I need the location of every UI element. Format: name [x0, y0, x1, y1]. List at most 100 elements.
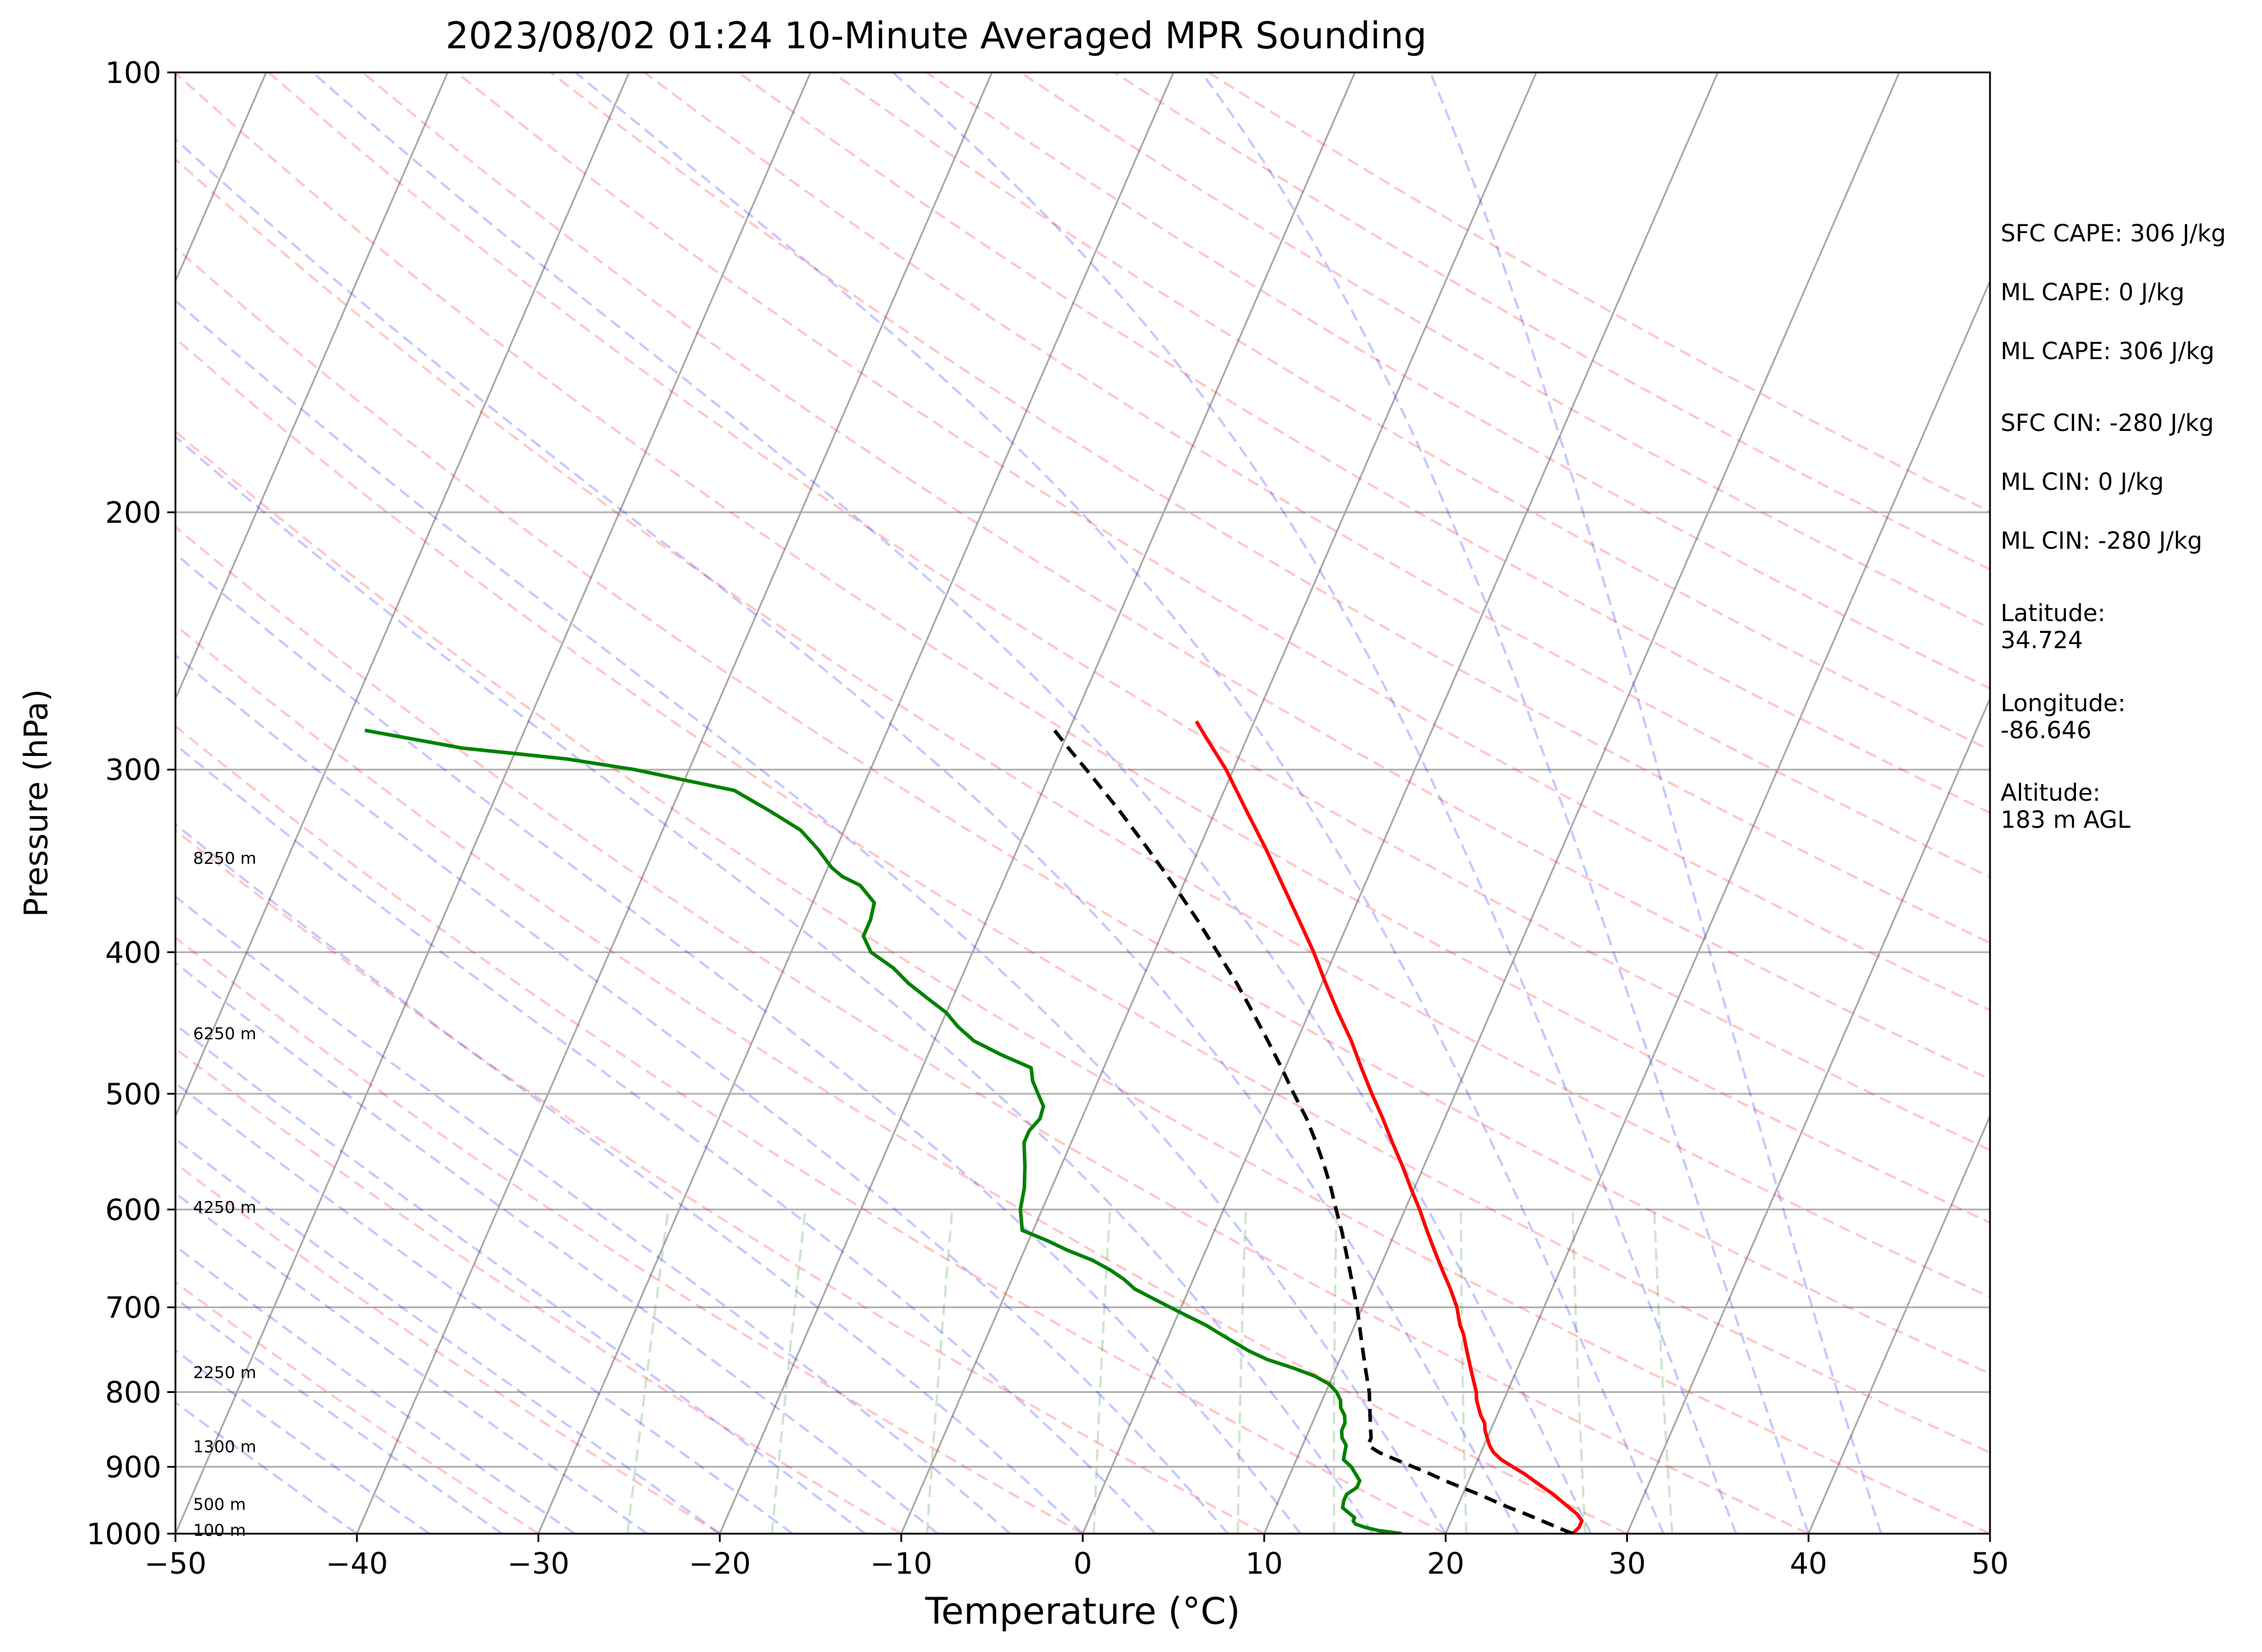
x-tick-label: 40 — [1790, 1547, 1827, 1581]
dry-adiabat-line — [456, 72, 1990, 1012]
dry-adiabat-line — [175, 430, 1990, 1534]
annotation-text: ML CAPE: 0 J/kg — [2001, 279, 2184, 306]
isotherm-line — [538, 72, 1175, 1534]
isotherm-line — [1807, 1114, 1990, 1534]
moist-adiabat-line — [175, 1023, 866, 1534]
x-tick-label: 50 — [1971, 1547, 2009, 1581]
y-tick-label: 200 — [105, 496, 161, 530]
moist-adiabat-line — [1429, 72, 1883, 1534]
dewpoint-profile-line — [364, 728, 1402, 1534]
isotherm-line — [175, 72, 630, 1119]
x-tick-label: −20 — [689, 1547, 751, 1581]
dry-adiabat-line — [267, 72, 1990, 1152]
dry-adiabat-line — [175, 623, 1628, 1534]
dry-adiabat-line — [738, 72, 1990, 814]
x-tick-label: 0 — [1073, 1547, 1092, 1581]
x-tick-label: 10 — [1245, 1547, 1283, 1581]
x-tick-label: −30 — [508, 1547, 570, 1581]
moist-adiabat-line — [175, 961, 938, 1534]
isotherm-line — [175, 72, 812, 1534]
moist-adiabat-line — [892, 72, 1737, 1534]
mixing-ratio-line — [1092, 1209, 1112, 1534]
y-tick-label: 100 — [105, 56, 161, 90]
mixing-ratio-line — [1236, 1209, 1248, 1534]
mixing-ratio-line — [626, 1209, 669, 1534]
isotherm-line — [175, 72, 449, 701]
annotation-text: 34.724 — [2001, 627, 2083, 654]
moist-adiabat-line — [175, 137, 1520, 1534]
dry-adiabat-line — [175, 1047, 902, 1534]
y-axis-ticks: 100 200 300 400 500 600 700 800 900 1000 — [87, 56, 175, 1551]
mixing-ratio-line — [771, 1209, 807, 1534]
mixing-ratio-line — [1571, 1209, 1587, 1534]
y-tick-label: 700 — [105, 1291, 161, 1325]
mixing-ratio-line — [1332, 1209, 1338, 1534]
moist-adiabat-line — [175, 653, 1229, 1534]
annotation-text: Latitude: — [2001, 600, 2105, 627]
dry-adiabat-line — [175, 1281, 539, 1534]
moist-adiabat-line — [574, 72, 1665, 1534]
annotation-text: ML CIN: -280 J/kg — [2001, 528, 2203, 555]
isotherm-line — [356, 72, 993, 1534]
annotation-text: Longitude: — [2001, 690, 2125, 717]
dry-adiabat-line — [549, 72, 1990, 944]
annotation-text: SFC CAPE: 306 J/kg — [2001, 220, 2226, 247]
isotherm-line — [1082, 72, 1719, 1534]
height-label: 1300 m — [193, 1437, 256, 1456]
moist-adiabat-line — [175, 822, 1084, 1534]
annotation-text: -86.646 — [2001, 717, 2091, 744]
mixing-ratio-line — [1460, 1209, 1468, 1534]
annotation-text: 183 m AGL — [2001, 807, 2131, 834]
moist-adiabat-line — [175, 298, 1447, 1534]
mixing-ratio-line — [926, 1209, 954, 1534]
annotation-text: ML CIN: 0 J/kg — [2001, 469, 2164, 496]
x-tick-label: 30 — [1608, 1547, 1646, 1581]
x-tick-label: −40 — [326, 1547, 388, 1581]
height-label: 6250 m — [193, 1024, 256, 1043]
height-label: 500 m — [193, 1494, 246, 1514]
dry-adiabat-line — [644, 72, 1990, 878]
height-labels: 8250 m 6250 m 4250 m 2250 m 1300 m 500 m 100 m — [193, 848, 256, 1540]
isotherm-line — [1263, 72, 1901, 1534]
dry-adiabat-line — [175, 246, 1990, 1375]
dry-adiabat-line — [926, 72, 1990, 690]
dry-adiabat-line — [175, 1162, 721, 1534]
isotherm-line — [1626, 696, 1990, 1534]
dry-adiabat-line — [175, 157, 1990, 1299]
height-label: 4250 m — [193, 1197, 256, 1217]
y-axis-label: Pressure (hPa) — [18, 689, 55, 917]
dry-adiabat-line — [175, 724, 1447, 1534]
height-label: 100 m — [193, 1521, 246, 1540]
isotherm-line — [719, 72, 1356, 1534]
background-lines — [175, 72, 1990, 1534]
y-tick-label: 500 — [105, 1077, 161, 1112]
sounding-indices: SFC CAPE: 306 J/kg ML CAPE: 0 J/kg ML CAPE… — [2001, 220, 2226, 834]
dry-adiabat-line — [831, 72, 1990, 752]
moist-adiabat-line — [175, 743, 1156, 1534]
chart-title: 2023/08/02 01:24 10-Minute Averaged MPR … — [446, 14, 1427, 57]
dry-adiabat-line — [175, 525, 1809, 1534]
x-tick-label: −10 — [870, 1547, 933, 1581]
dry-adiabat-line — [175, 936, 1083, 1534]
y-tick-label: 300 — [105, 753, 161, 787]
x-tick-label: 20 — [1427, 1547, 1465, 1581]
y-tick-label: 600 — [105, 1193, 161, 1227]
y-tick-label: 400 — [105, 936, 161, 970]
dry-adiabat-line — [175, 72, 1990, 1224]
height-label: 2250 m — [193, 1363, 256, 1382]
y-tick-label: 800 — [105, 1375, 161, 1409]
temperature-profile-line — [1195, 720, 1584, 1534]
x-axis-label: Temperature (°C) — [924, 1590, 1240, 1633]
profile-lines — [364, 720, 1584, 1534]
y-tick-label: 900 — [105, 1450, 161, 1484]
y-tick-label: 1000 — [87, 1517, 161, 1551]
annotation-text: Altitude: — [2001, 779, 2101, 807]
moist-adiabat-line — [175, 552, 1302, 1534]
annotation-text: ML CAPE: 306 J/kg — [2001, 338, 2214, 365]
isotherm-line — [900, 72, 1537, 1534]
dry-adiabat-line — [361, 72, 1990, 1081]
annotation-text: SFC CIN: -280 J/kg — [2001, 410, 2214, 437]
isotherm-line — [1445, 278, 1990, 1534]
moist-adiabat-line — [175, 895, 1011, 1534]
